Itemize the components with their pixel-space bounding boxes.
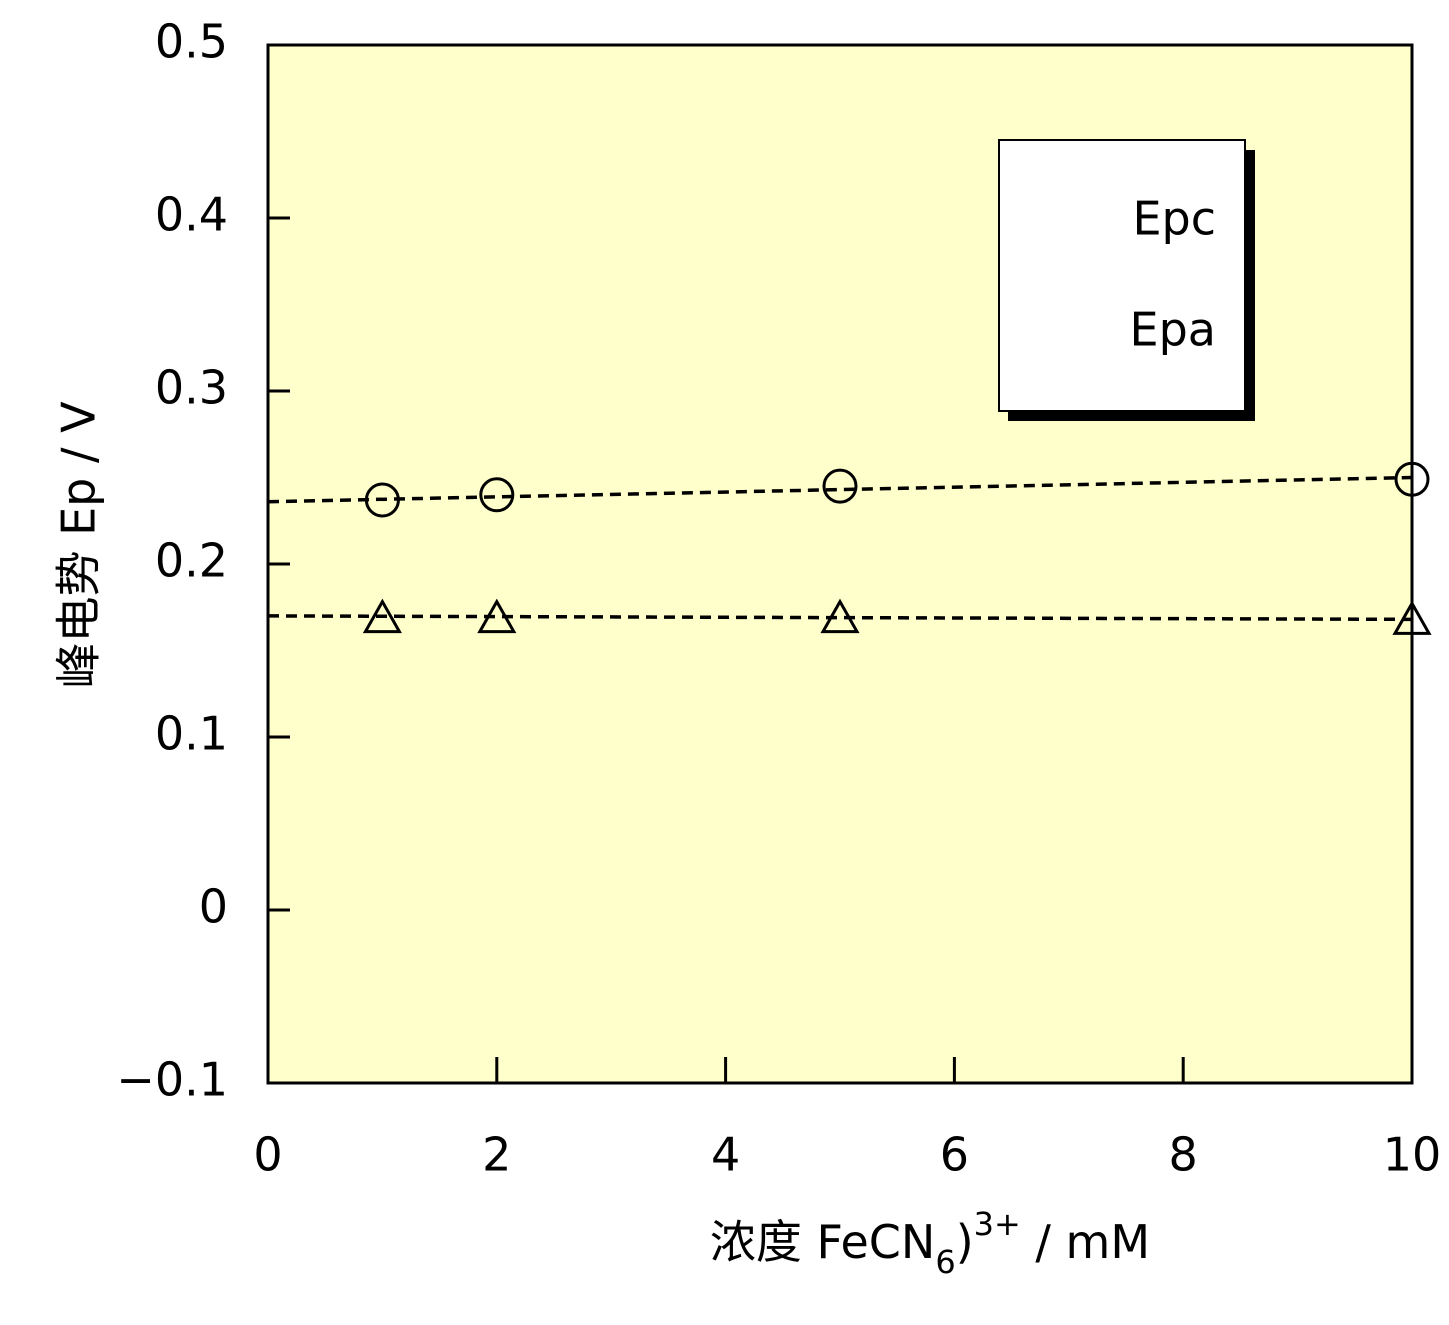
trend-line <box>267 614 1413 622</box>
x-axis-label-part: ) <box>956 1215 974 1269</box>
x-axis-label-part: 6 <box>935 1243 955 1281</box>
y-tick-label: 0.1 <box>155 707 228 761</box>
x-axis-label-part: 浓度 FeCN <box>710 1215 935 1269</box>
y-tick-label: 0.4 <box>155 188 228 242</box>
x-axis-label: 浓度 FeCN6)3+ / mM <box>710 1205 1150 1281</box>
x-tick-label: 8 <box>1169 1128 1198 1182</box>
legend-label: Epc <box>1132 192 1216 246</box>
y-axis-label: 峰电势 Ep / V <box>52 401 106 689</box>
point <box>822 468 858 504</box>
x-tick-label: 4 <box>711 1128 740 1182</box>
trend-line <box>267 475 1413 504</box>
point <box>477 598 517 634</box>
y-tick-label: −0.1 <box>116 1053 228 1107</box>
x-axis-label-part: 3+ <box>974 1205 1021 1243</box>
point <box>1394 461 1430 497</box>
point <box>820 598 860 634</box>
y-tick-label: 0.5 <box>155 15 228 69</box>
point <box>479 477 515 513</box>
legend-box <box>998 139 1246 412</box>
x-axis-label-part: / mM <box>1021 1215 1150 1269</box>
legend-label: Epa <box>1130 303 1216 357</box>
point <box>364 482 400 518</box>
y-tick-label: 0.2 <box>155 534 228 588</box>
x-tick-label: 10 <box>1383 1128 1442 1182</box>
point <box>362 598 402 634</box>
x-tick-label: 2 <box>482 1128 511 1182</box>
point <box>1392 600 1432 635</box>
y-tick-label: 0.3 <box>155 361 228 415</box>
x-tick-label: 0 <box>253 1128 282 1182</box>
y-tick-label: 0 <box>199 880 228 934</box>
x-tick-label: 6 <box>940 1128 969 1182</box>
